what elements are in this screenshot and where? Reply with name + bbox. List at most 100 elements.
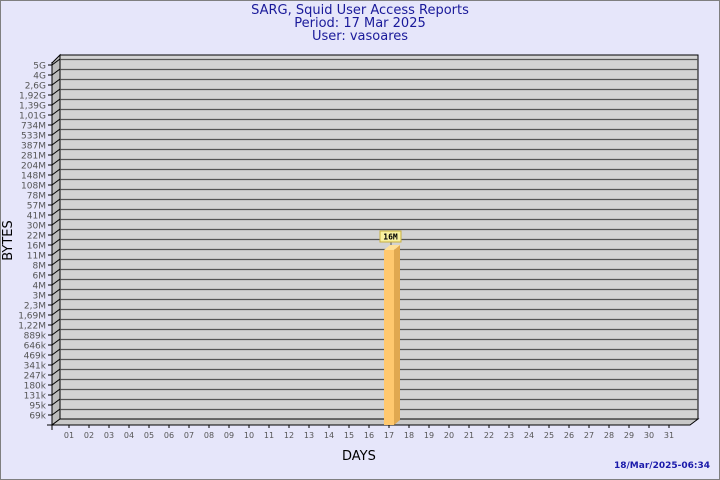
y-tick-slant <box>51 58 61 66</box>
y-tick-label: 57M <box>27 202 46 212</box>
y-tick-slant <box>51 298 61 306</box>
y-tick-slant <box>51 138 61 146</box>
y-tick-slant <box>51 218 61 226</box>
y-tick-label: 1,69M <box>18 312 46 322</box>
data-label-box <box>379 230 402 243</box>
y-tick-slant <box>51 348 61 356</box>
x-tick-label: 05 <box>144 431 154 440</box>
x-tick-label: 29 <box>624 431 634 440</box>
x-tick-label: 03 <box>104 431 114 440</box>
x-tick-label: 13 <box>304 431 314 440</box>
y-tick-slant <box>51 158 61 166</box>
y-tick-label: 734M <box>21 122 46 132</box>
x-tick-label: 12 <box>284 431 294 440</box>
y-tick-slant <box>51 408 61 416</box>
y-tick-label: 341k <box>24 362 47 372</box>
y-tick-label: 69k <box>29 412 46 422</box>
y-tick-label: 8M <box>33 262 47 272</box>
y-tick-slant <box>51 388 61 396</box>
chart-user: User: vasoares <box>311 29 409 44</box>
y-tick-label: 889k <box>24 332 47 342</box>
y-tick-slant <box>51 338 61 346</box>
y-tick-label: 22M <box>27 232 46 242</box>
x-tick-label: 06 <box>164 431 174 440</box>
x-tick-label: 28 <box>604 431 614 440</box>
y-tick-slant <box>51 168 61 176</box>
y-tick-slant <box>51 248 61 256</box>
y-tick-slant <box>51 128 61 136</box>
x-tick-label: 14 <box>324 431 334 440</box>
y-tick-slant <box>51 358 61 366</box>
x-tick-label: 11 <box>264 431 274 440</box>
y-tick-label: 387M <box>21 142 46 152</box>
y-tick-label: 1,92G <box>19 92 46 102</box>
y-tick-label: 6M <box>33 272 47 282</box>
y-tick-label: 4G <box>33 72 46 82</box>
x-tick-label: 02 <box>84 431 94 440</box>
y-tick-label: 180k <box>24 382 47 392</box>
y-tick-slant <box>51 288 61 296</box>
y-tick-slant <box>51 258 61 266</box>
y-tick-slant <box>51 268 61 276</box>
y-tick-label: 646k <box>24 342 47 352</box>
x-tick-label: 31 <box>664 431 674 440</box>
y-tick-slant <box>51 318 61 326</box>
y-tick-slant <box>51 88 61 96</box>
x-tick-label: 24 <box>524 431 534 440</box>
y-tick-label: 108M <box>21 182 46 192</box>
y-tick-label: 469k <box>24 352 47 362</box>
x-tick-label: 07 <box>184 431 194 440</box>
data-label: 16M <box>383 233 398 242</box>
y-tick-slant <box>51 238 61 246</box>
x-tick-label: 09 <box>224 431 234 440</box>
y-tick-label: 247k <box>24 372 47 382</box>
y-tick-label: 1,01G <box>19 112 46 122</box>
y-tick-label: 2,6G <box>25 82 46 92</box>
y-tick-label: 5G <box>33 62 46 72</box>
timestamp: 18/Mar/2025-06:34 <box>614 461 710 471</box>
x-tick-label: 15 <box>344 431 354 440</box>
y-tick-slant <box>51 278 61 286</box>
x-tick-label: 18 <box>404 431 414 440</box>
y-tick-slant <box>51 178 61 186</box>
x-tick-label: 19 <box>424 431 434 440</box>
y-tick-slant <box>51 108 61 116</box>
x-tick-label: 16 <box>364 431 374 440</box>
y-tick-slant <box>51 378 61 386</box>
x-tick-label: 26 <box>564 431 574 440</box>
y-tick-label: 2,3M <box>24 302 46 312</box>
bar-day-17 <box>384 250 394 425</box>
y-tick-slant <box>51 228 61 236</box>
y-tick-slant <box>51 148 61 156</box>
y-tick-slant <box>51 198 61 206</box>
y-tick-slant <box>51 208 61 216</box>
bar-top <box>384 245 400 250</box>
y-axis-label: BYTES <box>0 220 16 261</box>
y-tick-label: 11M <box>27 252 46 262</box>
chart-title: SARG, Squid User Access Reports <box>251 3 469 18</box>
y-tick-label: 41M <box>27 212 46 222</box>
y-tick-label: 78M <box>27 192 46 202</box>
y-tick-slant <box>51 368 61 376</box>
y-tick-label: 281M <box>21 152 46 162</box>
y-tick-label: 4M <box>33 282 47 292</box>
y-tick-slant <box>51 308 61 316</box>
y-tick-slant <box>51 398 61 406</box>
plot-floor <box>50 418 700 426</box>
y-tick-slant <box>51 68 61 76</box>
x-tick-label: 17 <box>384 431 394 440</box>
y-tick-slant <box>51 118 61 126</box>
x-axis-label: DAYS <box>342 449 376 464</box>
y-tick-label: 533M <box>21 132 46 142</box>
y-tick-label: 95k <box>29 402 46 412</box>
y-tick-label: 16M <box>27 242 46 252</box>
x-tick-label: 25 <box>544 431 554 440</box>
y-tick-label: 131k <box>24 392 47 402</box>
x-tick-label: 30 <box>644 431 654 440</box>
x-tick-label: 01 <box>64 431 74 440</box>
y-tick-label: 3M <box>33 292 47 302</box>
x-tick-label: 20 <box>444 431 454 440</box>
y-tick-label: 1,22M <box>18 322 46 332</box>
x-tick-label: 08 <box>204 431 214 440</box>
